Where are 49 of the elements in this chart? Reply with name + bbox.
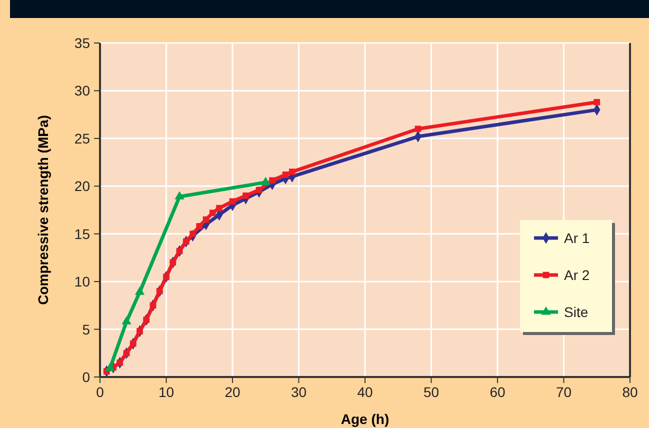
legend-label: Ar 1 — [564, 230, 590, 246]
y-tick-label: 30 — [74, 82, 90, 99]
point — [288, 168, 296, 175]
x-tick-label: 70 — [556, 384, 572, 400]
point — [150, 302, 156, 309]
point — [156, 288, 163, 294]
point — [242, 192, 249, 199]
y-tick-label: 20 — [74, 178, 90, 194]
point — [256, 186, 262, 194]
point — [170, 259, 176, 266]
x-tick-label: 10 — [158, 384, 174, 400]
x-tick-label: 30 — [290, 384, 307, 400]
y-tick-label: 25 — [74, 130, 90, 146]
point — [182, 238, 190, 245]
point — [260, 176, 270, 186]
point — [196, 223, 203, 230]
point — [134, 286, 145, 295]
point — [269, 177, 276, 184]
y-tick-label: 10 — [74, 274, 90, 290]
x-tick-label: 50 — [423, 384, 440, 400]
point — [414, 126, 422, 132]
y-tick-label: 35 — [74, 35, 90, 51]
point — [229, 198, 236, 205]
point — [130, 340, 136, 347]
point — [122, 316, 132, 324]
point — [116, 360, 124, 366]
point — [202, 216, 210, 223]
x-tick-label: 0 — [96, 384, 104, 400]
y-tick-label: 0 — [82, 369, 90, 385]
legend-label: Site — [564, 304, 588, 320]
point — [594, 99, 600, 106]
legend-label: Ar 2 — [564, 267, 590, 283]
y-tick-label: 15 — [74, 226, 90, 242]
x-tick-label: 20 — [224, 384, 240, 400]
point — [209, 210, 216, 216]
point — [216, 204, 222, 212]
x-tick-label: 80 — [622, 384, 638, 400]
point — [105, 362, 115, 372]
x-axis-title: Age (h) — [340, 411, 390, 427]
point — [176, 248, 183, 254]
x-tick-label: 60 — [490, 384, 506, 400]
y-tick-label: 5 — [82, 321, 90, 338]
x-tick-label: 40 — [357, 384, 373, 400]
point — [174, 191, 184, 200]
point — [190, 230, 196, 238]
point — [123, 350, 130, 356]
point — [282, 172, 289, 178]
y-axis-title: Compressive strength (MPa) — [35, 115, 51, 305]
point — [143, 316, 150, 323]
